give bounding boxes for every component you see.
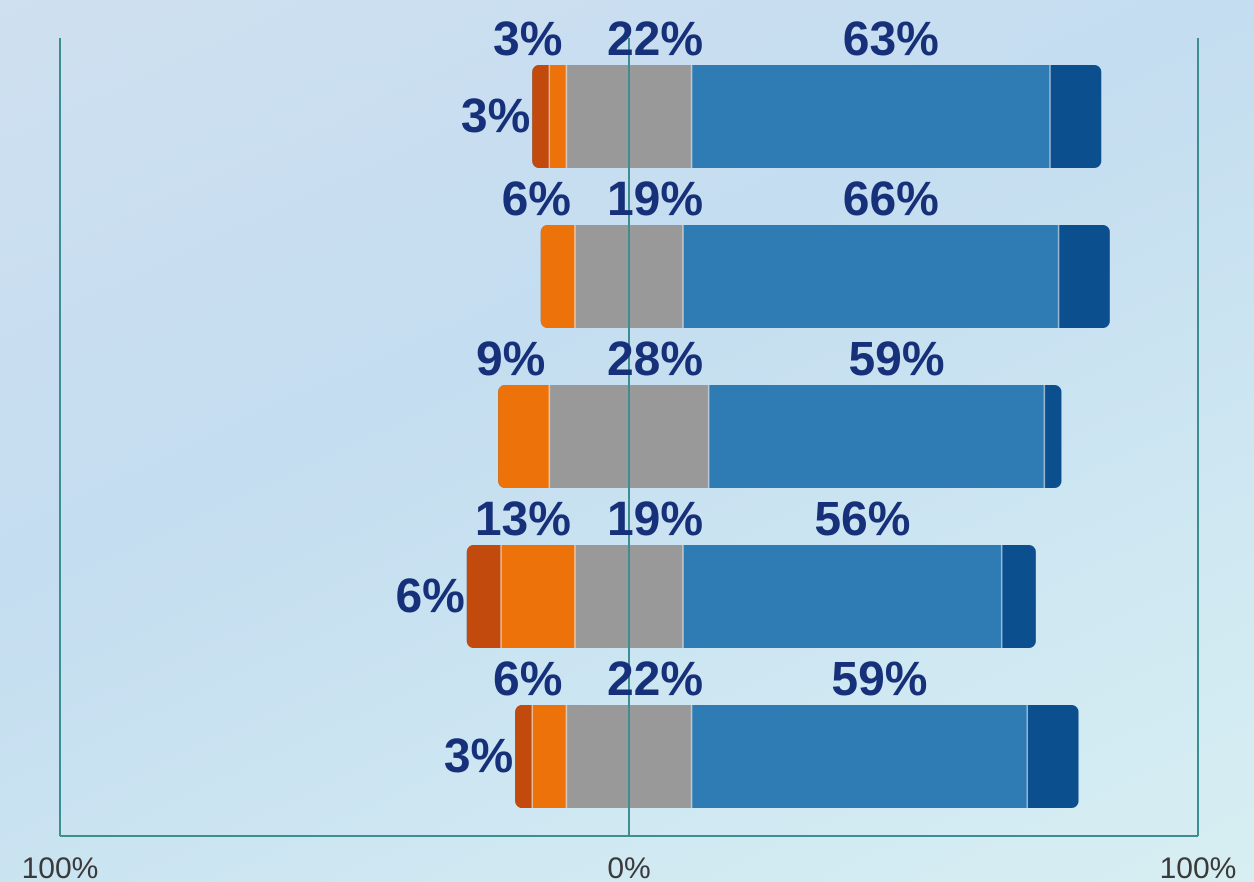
labels-layer: 3%3% 22% 63%6% 19% 66%9% 28% 59%6%13% 19% 56%3%6… (395, 13, 944, 783)
bar-segment-very-positive-second (1058, 225, 1103, 328)
bar-segment-negative-first (549, 65, 567, 168)
bar-segment-very-positive-third (1044, 385, 1055, 488)
data-label-neutral-first: 22% (607, 13, 703, 66)
data-label-negative-first: 3% (493, 13, 562, 66)
data-label-neutral-second: 19% (607, 173, 703, 226)
data-label-positive-fourth: 56% (814, 493, 910, 546)
bar-segment-very-positive-first (1050, 65, 1095, 168)
x-tick-label-right: 100% (1160, 852, 1237, 882)
bar-segment-positive-fifth (691, 705, 1028, 808)
x-tick-label-left: 100% (22, 852, 99, 882)
data-label-positive-third: 59% (848, 333, 944, 386)
data-label-neutral-fifth: 22% (607, 653, 703, 706)
bar-segment-positive-fourth (683, 545, 1002, 648)
data-label-negative-third: 9% (476, 333, 545, 386)
data-label-neutral-fourth: 19% (607, 493, 703, 546)
bar-segment-very-negative-first (539, 65, 550, 168)
bar-segment-positive-third (708, 385, 1045, 488)
data-label-negative-fifth: 6% (493, 653, 562, 706)
bar-segment-very-negative-fifth (522, 705, 533, 808)
bar-segment-very-positive-fourth (1001, 545, 1029, 648)
data-label-very-negative-fifth: 3% (444, 730, 513, 783)
bar-segment-negative-second (547, 225, 575, 328)
data-label-positive-first: 63% (843, 13, 939, 66)
data-label-negative-fourth: 13% (475, 493, 571, 546)
bar-segment-negative-fifth (532, 705, 567, 808)
data-label-negative-second: 6% (502, 173, 571, 226)
bar-segment-positive-first (691, 65, 1051, 168)
data-label-very-negative-first: 3% (461, 90, 530, 143)
bar-segment-very-positive-fifth (1027, 705, 1072, 808)
data-label-positive-fifth: 59% (831, 653, 927, 706)
data-label-neutral-third: 28% (607, 333, 703, 386)
bar-segment-positive-second (683, 225, 1059, 328)
x-tick-label-center: 0% (607, 852, 650, 882)
bar-segment-very-negative-fourth (473, 545, 501, 648)
data-label-very-negative-fourth: 6% (395, 570, 464, 623)
bar-segment-negative-fourth (500, 545, 575, 648)
data-label-positive-second: 66% (843, 173, 939, 226)
bar-segment-negative-third (505, 385, 550, 488)
